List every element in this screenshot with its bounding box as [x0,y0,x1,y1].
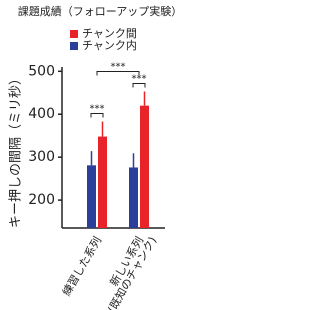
x-tick-label: 練習した系列 [59,234,104,298]
legend-swatch [70,30,78,38]
y-axis-label: キー押しの間隔（ミリ秒） [9,72,24,228]
bar [140,105,149,228]
significance-label: *** [111,61,126,72]
legend-label: チャンク間 [82,27,137,40]
significance-bracket [132,82,146,88]
chart-title: 課題成績（フォローアップ実験） [18,4,183,18]
legend-swatch [70,42,78,50]
y-tick-label: 200 [28,192,55,208]
significance-bracket [96,70,140,76]
significance-bracket [90,113,104,118]
significance-label: *** [90,104,105,115]
significance-label: *** [132,73,147,84]
y-tick-label: 400 [28,106,55,122]
chart: 課題成績（フォローアップ実験） キー押しの間隔（ミリ秒） 200 300 400 50… [9,4,183,310]
y-tick-label: 500 [28,63,55,79]
bar [129,167,138,228]
bar [87,165,96,228]
bar [98,136,107,228]
legend-label: チャンク内 [82,38,137,52]
y-tick-label: 300 [28,149,55,165]
